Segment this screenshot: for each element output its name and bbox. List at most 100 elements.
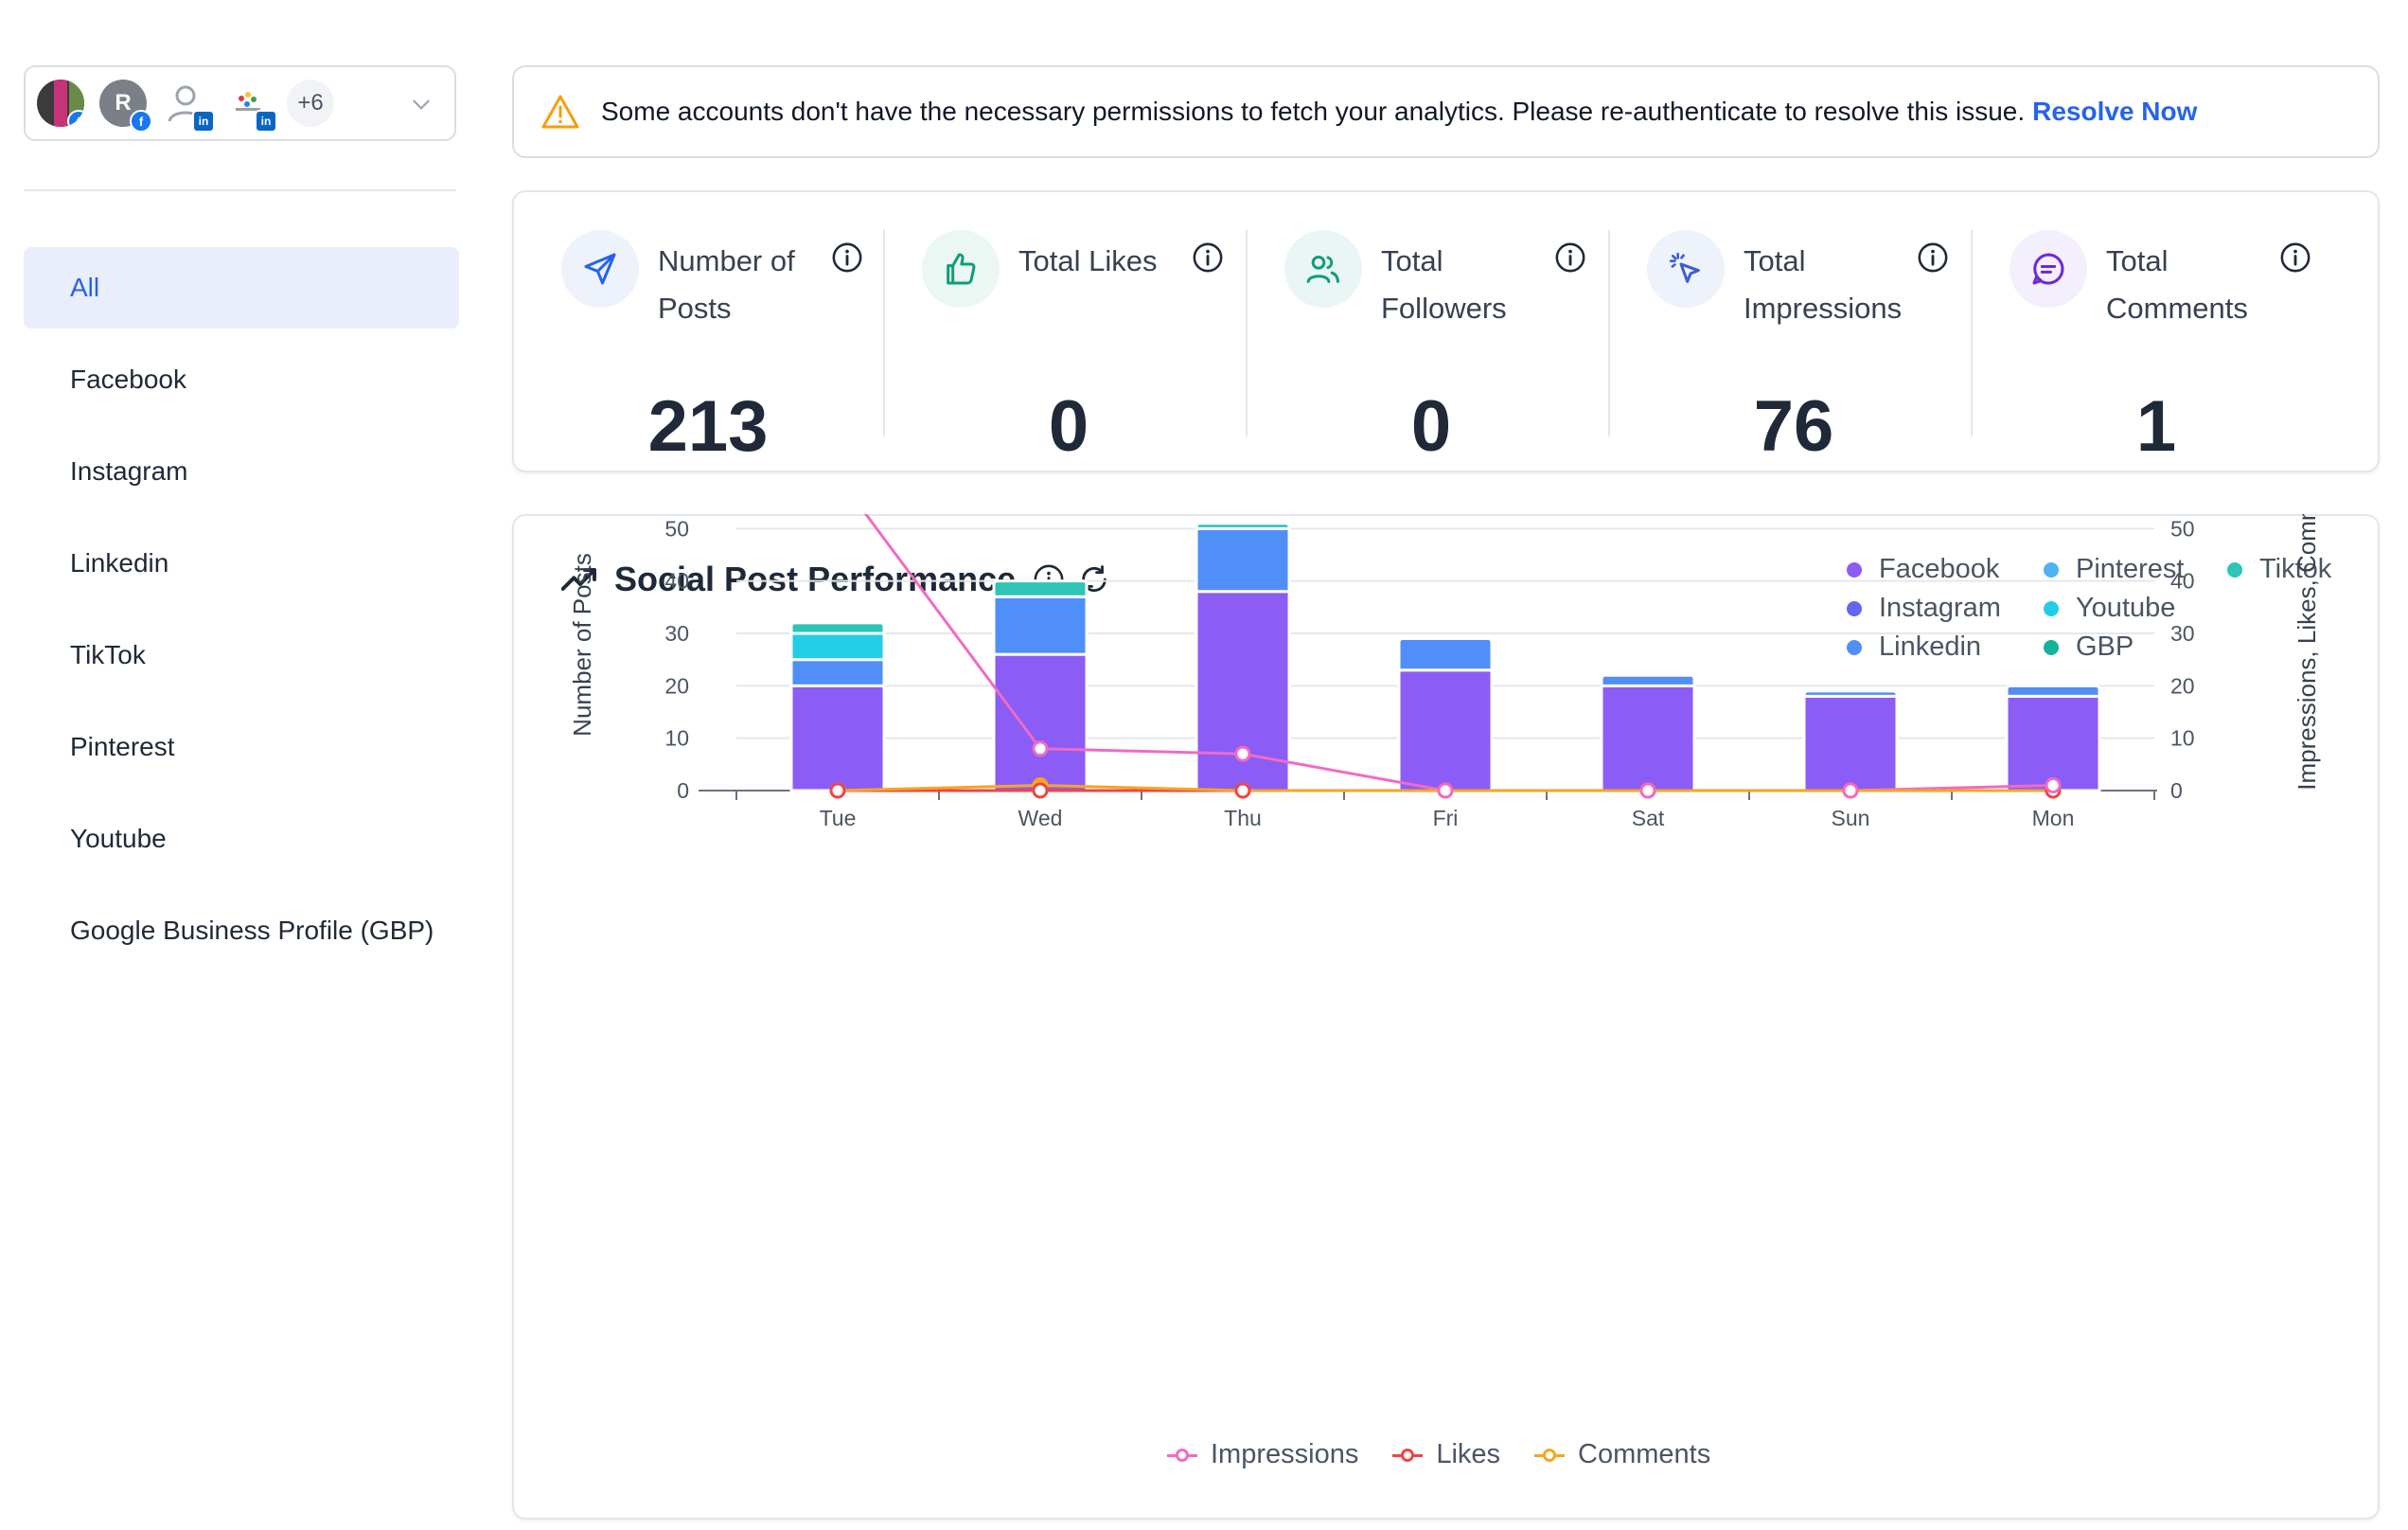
legend-item-gbp[interactable]: GBP xyxy=(2044,632,2134,663)
legend-line-marker xyxy=(1167,1446,1197,1465)
info-icon[interactable] xyxy=(1554,241,1586,274)
bar-segment-facebook xyxy=(1195,590,1291,792)
bar-segment-linkedin xyxy=(2005,684,2101,698)
cursor-click-icon xyxy=(1647,230,1725,308)
bar-segment-linkedin xyxy=(1195,526,1291,594)
legend-item-impressions[interactable]: Impressions xyxy=(1167,1439,1358,1470)
legend-label: Linkedin xyxy=(1879,632,1982,662)
bar-segment-tiktok xyxy=(1195,522,1291,530)
chart-title: Social Post Performance xyxy=(614,560,1017,598)
account-selector[interactable]: f R f in in +6 xyxy=(24,65,456,141)
legend-item-likes[interactable]: Likes xyxy=(1392,1439,1500,1470)
legend-label: GBP xyxy=(2076,632,2134,662)
alert-message: Some accounts don't have the necessary p… xyxy=(601,97,2026,126)
stat-label: Total Comments xyxy=(2106,244,2248,325)
legend-item-tiktok[interactable]: Tiktok xyxy=(2227,554,2331,585)
account-avatar: in xyxy=(162,80,215,133)
point-impressions xyxy=(1234,745,1251,762)
y-axis-title: Number of Posts xyxy=(568,553,596,737)
y2-axis-title: Impressions, Likes, Comments xyxy=(2293,514,2321,791)
legend-line-marker xyxy=(1392,1446,1424,1465)
legend-item-youtube[interactable]: Youtube xyxy=(2044,593,2175,624)
account-avatar: R f xyxy=(99,80,152,133)
y2-tick-label: 30 xyxy=(2170,621,2195,646)
trending-up-icon xyxy=(561,568,596,591)
y-tick-label: 10 xyxy=(664,726,689,751)
stat-label: Total Impressions xyxy=(1744,244,1903,325)
company-logo-icon xyxy=(236,92,260,111)
info-icon[interactable] xyxy=(1192,241,1224,274)
bar-segment-facebook xyxy=(789,684,886,792)
y-tick-label: 50 xyxy=(664,516,689,541)
stat-total-likes: Total Likes 0 xyxy=(875,230,1239,467)
legend-item-pinterest[interactable]: Pinterest xyxy=(2044,554,2184,585)
legend-item-instagram[interactable]: Instagram xyxy=(1847,593,2001,624)
info-icon[interactable] xyxy=(2279,241,2311,274)
send-icon xyxy=(561,230,639,308)
info-icon[interactable] xyxy=(831,241,863,274)
y-tick-label: 40 xyxy=(664,569,689,594)
x-tick-label: Thu xyxy=(1224,806,1262,830)
legend-dot xyxy=(2044,561,2059,578)
point-likes xyxy=(1032,782,1049,799)
linkedin-badge-icon: in xyxy=(192,110,215,133)
sidebar-item-pinterest[interactable]: Pinterest xyxy=(24,706,459,788)
y2-tick-label: 40 xyxy=(2170,569,2195,594)
bar-segment-linkedin xyxy=(1397,637,1494,672)
linkedin-badge-icon: in xyxy=(255,110,277,133)
bar-segment-facebook xyxy=(2005,694,2101,792)
y-tick-label: 0 xyxy=(677,778,689,803)
legend-dot xyxy=(2227,561,2242,578)
sidebar-item-tiktok[interactable]: TikTok xyxy=(24,614,459,696)
legend-label: Facebook xyxy=(1879,554,2000,584)
legend-item-facebook[interactable]: Facebook xyxy=(1847,554,1999,585)
legend-dot xyxy=(1847,600,1862,616)
sidebar-item-instagram[interactable]: Instagram xyxy=(24,431,459,512)
legend-dot xyxy=(1847,561,1862,578)
bar-segment-youtube xyxy=(789,632,886,662)
bar-segment-tiktok xyxy=(789,621,886,635)
account-avatar: f xyxy=(37,80,84,127)
warning-icon xyxy=(541,95,579,129)
sidebar-item-all[interactable]: All xyxy=(24,247,459,329)
point-impressions xyxy=(2045,776,2062,793)
sidebar-item-label: TikTok xyxy=(70,640,146,669)
y2-tick-label: 50 xyxy=(2170,516,2195,541)
sidebar-item-label: Pinterest xyxy=(70,732,175,761)
chart-header: Social Post Performance xyxy=(561,560,1110,599)
legend-item-linkedin[interactable]: Linkedin xyxy=(1847,632,1981,663)
bar-segment-tiktok xyxy=(992,579,1089,598)
legend-line-marker xyxy=(1534,1446,1566,1465)
legend-item-comments[interactable]: Comments xyxy=(1534,1439,1710,1470)
stat-number-of-posts: Number of Posts 213 xyxy=(514,230,878,467)
stat-divider xyxy=(1246,230,1248,436)
stat-divider xyxy=(883,230,885,436)
info-icon[interactable] xyxy=(1917,241,1949,274)
chevron-down-icon[interactable] xyxy=(409,92,434,116)
stat-total-impressions: Total Impressions 76 xyxy=(1600,230,1964,467)
stat-label: Number of Posts xyxy=(658,244,795,325)
stat-value: 0 xyxy=(1048,386,1089,467)
metrics-legend: Impressions Likes Comments xyxy=(1167,1439,1744,1470)
point-impressions xyxy=(1639,782,1656,799)
legend-label: Impressions xyxy=(1211,1439,1359,1469)
legend-label: Instagram xyxy=(1879,593,2001,623)
stats-card: Number of Posts 213 Total Likes 0 Total … xyxy=(512,190,2380,472)
resolve-now-link[interactable]: Resolve Now xyxy=(2032,97,2198,126)
stat-divider xyxy=(1608,230,1610,436)
permissions-alert: Some accounts don't have the necessary p… xyxy=(512,65,2380,158)
sidebar-item-facebook[interactable]: Facebook xyxy=(24,339,459,420)
y2-tick-label: 0 xyxy=(2170,778,2183,803)
legend-dot xyxy=(1847,639,1862,655)
bar-segment-linkedin xyxy=(789,658,886,687)
x-tick-label: Sat xyxy=(1632,806,1665,830)
sidebar-item-label: Instagram xyxy=(70,456,188,486)
y-tick-label: 20 xyxy=(664,673,689,698)
sidebar-item-gbp[interactable]: Google Business Profile (GBP) xyxy=(24,890,459,971)
legend-label: Comments xyxy=(1578,1439,1711,1469)
y2-tick-label: 20 xyxy=(2170,673,2195,698)
sidebar-item-youtube[interactable]: Youtube xyxy=(24,798,459,880)
sidebar-item-linkedin[interactable]: Linkedin xyxy=(24,523,459,604)
sidebar-item-label: Facebook xyxy=(70,365,186,394)
legend-dot xyxy=(2044,639,2059,655)
